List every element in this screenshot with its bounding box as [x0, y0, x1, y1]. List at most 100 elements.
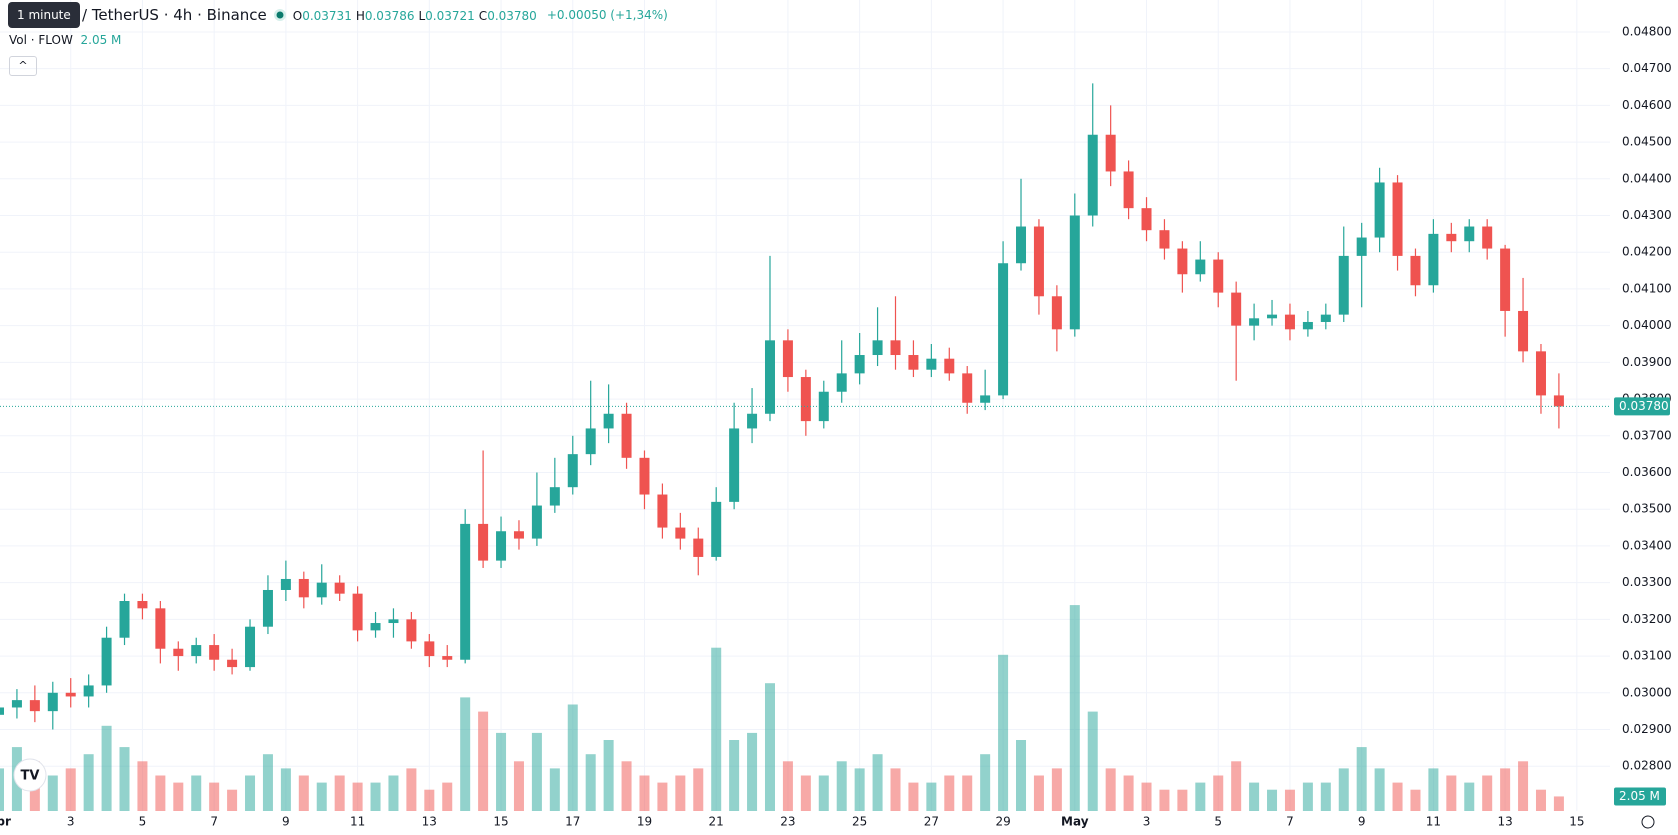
candle-body	[621, 413, 632, 458]
candle-body	[191, 645, 202, 657]
x-tick-label: 19	[637, 815, 652, 829]
y-tick-label: 0.02800	[1622, 759, 1672, 773]
volume-bar	[1338, 768, 1349, 811]
volume-bar	[962, 775, 973, 811]
volume-bar	[388, 775, 399, 811]
candle-body	[173, 648, 184, 657]
collapse-button[interactable]: ^	[9, 56, 37, 76]
candle-body	[155, 608, 166, 649]
candle-body	[908, 355, 919, 370]
ohlc-value: 0.03786	[364, 9, 415, 23]
ohlc-key: L	[418, 9, 426, 23]
x-tick-label: 5	[139, 815, 147, 829]
volume-bar	[675, 775, 686, 811]
x-tick-label: 9	[1358, 815, 1366, 829]
volume-bar	[926, 782, 937, 811]
candle-body	[1249, 318, 1260, 326]
volume-bar	[1087, 711, 1098, 811]
candle-body	[872, 340, 883, 356]
candle-body	[800, 377, 811, 422]
candle-body	[1464, 226, 1475, 242]
candle-body	[1410, 255, 1421, 286]
volume-bar	[1428, 768, 1439, 811]
y-tick-label: 0.04700	[1622, 61, 1672, 75]
candle-body	[747, 413, 758, 429]
volume-bar	[836, 761, 847, 811]
volume-bar	[1482, 775, 1493, 811]
plot	[0, 0, 1610, 811]
candle-body	[675, 527, 686, 539]
volume-bar	[496, 732, 507, 811]
candle-body	[1500, 248, 1511, 311]
last-price-label: 0.03780	[1619, 399, 1669, 413]
candle-body	[782, 340, 793, 378]
volume-bar	[227, 789, 238, 811]
interval-tooltip: 1 minute	[8, 2, 80, 28]
candle-body	[424, 641, 435, 657]
y-tick-label: 0.04100	[1622, 281, 1672, 295]
candle-body	[478, 523, 489, 561]
volume-bar	[585, 754, 596, 811]
volume-bar	[854, 768, 865, 811]
candle-body	[29, 700, 40, 712]
volume-bar	[478, 711, 489, 811]
volume-bar	[1500, 768, 1511, 811]
volume-bar	[352, 782, 363, 811]
settings-icon[interactable]	[1641, 815, 1655, 829]
last-volume-badge	[1614, 787, 1666, 806]
volume-bar	[1069, 605, 1080, 811]
candle-body	[280, 578, 291, 590]
candle-body	[1482, 226, 1493, 249]
candle-body	[1374, 182, 1385, 238]
y-tick-label: 0.03400	[1622, 538, 1672, 552]
x-tick-label: 15	[1569, 815, 1584, 829]
x-tick-label: 3	[67, 815, 75, 829]
candle-body	[1033, 226, 1044, 297]
candle-body	[1195, 259, 1206, 275]
volume-bar	[621, 761, 632, 811]
candle-body	[227, 659, 238, 668]
candle-body	[836, 373, 847, 392]
volume-bar	[1123, 775, 1134, 811]
y-tick-label: 0.04500	[1622, 135, 1672, 149]
candle-body	[1284, 314, 1295, 330]
candle-body	[1016, 226, 1027, 264]
candle-body	[1177, 248, 1188, 275]
x-tick-label: 3	[1143, 815, 1151, 829]
candle-body	[711, 501, 722, 557]
volume-bar	[872, 754, 883, 811]
x-tick-label: 27	[924, 815, 939, 829]
ohlc-key: H	[355, 9, 365, 23]
volume-bar	[657, 782, 668, 811]
candle-body	[47, 692, 58, 712]
y-tick-label: 0.02900	[1622, 722, 1672, 736]
candle-body	[549, 487, 560, 506]
candle-body	[729, 428, 740, 502]
candle-body	[101, 637, 112, 686]
candle-body	[998, 263, 1009, 396]
change: +0.00050 (+1,34%)	[546, 8, 668, 22]
volume-bar	[83, 754, 94, 811]
candle-body	[1213, 259, 1224, 293]
y-tick-label: 0.03100	[1622, 649, 1672, 663]
candle-body	[926, 358, 937, 370]
x-tick-label: 11	[1426, 815, 1441, 829]
candle-body	[11, 700, 22, 708]
y-tick-label: 0.03200	[1622, 612, 1672, 626]
candle-body	[818, 391, 829, 422]
candle-body	[603, 413, 614, 429]
x-tick-label: 21	[709, 815, 724, 829]
volume-bar	[818, 775, 829, 811]
volume-bar	[316, 782, 327, 811]
volume-bar	[1553, 796, 1564, 811]
volume-bar	[800, 775, 811, 811]
volume-bar	[693, 768, 704, 811]
volume-bar	[442, 782, 453, 811]
volume-bar	[1302, 782, 1313, 811]
last-price-badge	[1614, 397, 1670, 416]
x-tick-label: 5	[1214, 815, 1222, 829]
candle-body	[406, 619, 417, 642]
volume-bar	[1249, 782, 1260, 811]
